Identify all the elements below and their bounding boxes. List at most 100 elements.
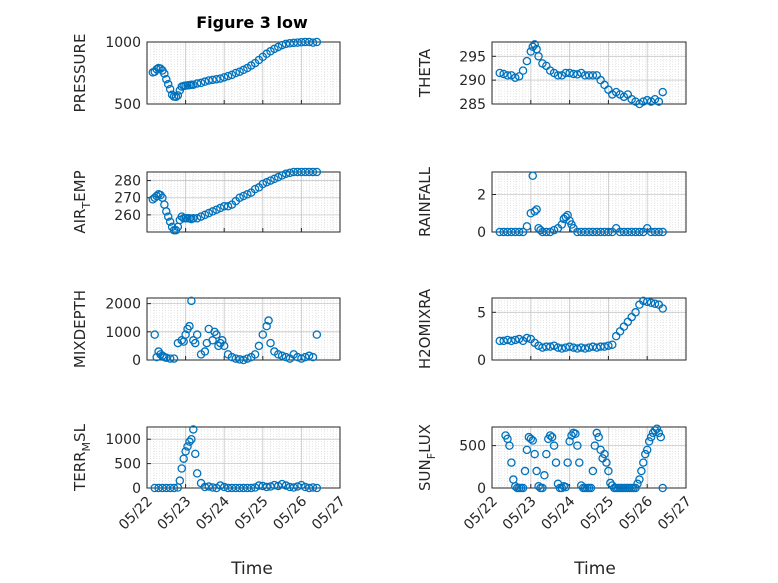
y-tick-label: 1000: [105, 325, 141, 341]
data-point: [571, 429, 580, 439]
data-point: [637, 466, 646, 476]
data-point: [239, 355, 248, 365]
data-point: [580, 344, 590, 353]
data-point: [187, 296, 196, 306]
data-point: [266, 176, 275, 185]
data-point: [189, 80, 198, 90]
data-point: [530, 449, 539, 459]
data-point: [518, 227, 528, 237]
y-tick-label: 290: [459, 73, 486, 89]
data-point: [514, 72, 524, 81]
data-point: [189, 214, 198, 223]
data-point: [530, 207, 539, 216]
data-point: [185, 437, 194, 446]
data-point: [652, 424, 662, 433]
data-point: [177, 336, 186, 345]
data-point: [565, 437, 574, 446]
data-point: [557, 344, 567, 353]
data-point: [162, 74, 171, 84]
data-point: [604, 466, 613, 476]
data-point: [277, 351, 287, 361]
y-tick-label: 270: [114, 191, 141, 207]
data-point: [532, 205, 541, 214]
data-point: [175, 476, 185, 485]
data-point: [518, 66, 528, 75]
subplot-pressure: 500 1000 PRESSURE: [71, 34, 341, 113]
data-point: [518, 483, 528, 493]
data-point: [499, 69, 508, 79]
data-point: [190, 449, 200, 459]
data-point: [565, 68, 574, 78]
data-point: [545, 431, 555, 440]
data-point: [588, 466, 598, 476]
data-point: [590, 441, 600, 450]
data-point: [586, 483, 596, 493]
data-point: [212, 330, 221, 339]
data-point: [189, 425, 198, 434]
data-point: [216, 203, 225, 213]
data-point: [650, 299, 660, 308]
data-point: [511, 482, 520, 491]
data-point: [304, 351, 314, 361]
data-point: [312, 483, 322, 493]
data-point: [258, 179, 268, 189]
axes-box: [491, 41, 687, 105]
data-point: [187, 434, 196, 444]
data-point: [642, 297, 652, 307]
data-point: [223, 71, 233, 81]
data-point: [239, 191, 248, 201]
y-axis-label: THETA: [416, 48, 434, 98]
data-point: [200, 210, 210, 220]
data-point: [216, 74, 225, 83]
data-point: [600, 449, 609, 459]
data-point: [542, 227, 551, 237]
data-point: [173, 91, 183, 100]
data-point: [592, 343, 602, 352]
data-point: [561, 482, 570, 492]
data-point: [162, 207, 171, 216]
data-point: [522, 56, 532, 66]
data-point: [262, 178, 271, 187]
data-point: [254, 481, 264, 490]
y-tick-label: 2000: [105, 297, 141, 313]
data-point: [507, 458, 516, 467]
data-point: [246, 483, 256, 493]
data-point: [596, 342, 605, 351]
data-point: [656, 432, 666, 442]
data-point: [156, 190, 165, 200]
data-point: [196, 78, 206, 88]
data-point: [277, 171, 287, 180]
data-point: [219, 202, 229, 211]
subplot-mixdepth: 0 1000 2000 MIXDEPTH: [71, 290, 341, 369]
data-point: [192, 469, 202, 478]
data-point: [208, 75, 217, 85]
data-point: [185, 321, 194, 331]
data-point: [557, 220, 567, 229]
data-point: [235, 193, 244, 202]
data-point: [204, 482, 214, 491]
data-point: [169, 483, 179, 493]
data-point: [165, 84, 175, 94]
data-point: [495, 68, 505, 78]
data-point: [495, 336, 505, 346]
data-point: [573, 70, 582, 79]
data-point: [208, 483, 217, 492]
data-point: [654, 97, 664, 106]
data-point: [262, 482, 271, 492]
data-point: [204, 76, 214, 85]
data-point: [563, 458, 572, 467]
y-axis-label: MIXDEPTH: [71, 290, 89, 368]
data-point: [658, 87, 667, 97]
data-point: [250, 350, 260, 359]
data-point: [273, 350, 283, 359]
data-point: [218, 336, 227, 345]
data-point: [545, 342, 555, 351]
data-point: [196, 212, 206, 221]
data-point: [308, 38, 318, 47]
x-axis-label-left: Time: [230, 559, 273, 579]
data-point: [540, 471, 549, 480]
axes-box: [146, 41, 341, 105]
data-point: [547, 432, 557, 442]
data-point: [165, 217, 175, 226]
